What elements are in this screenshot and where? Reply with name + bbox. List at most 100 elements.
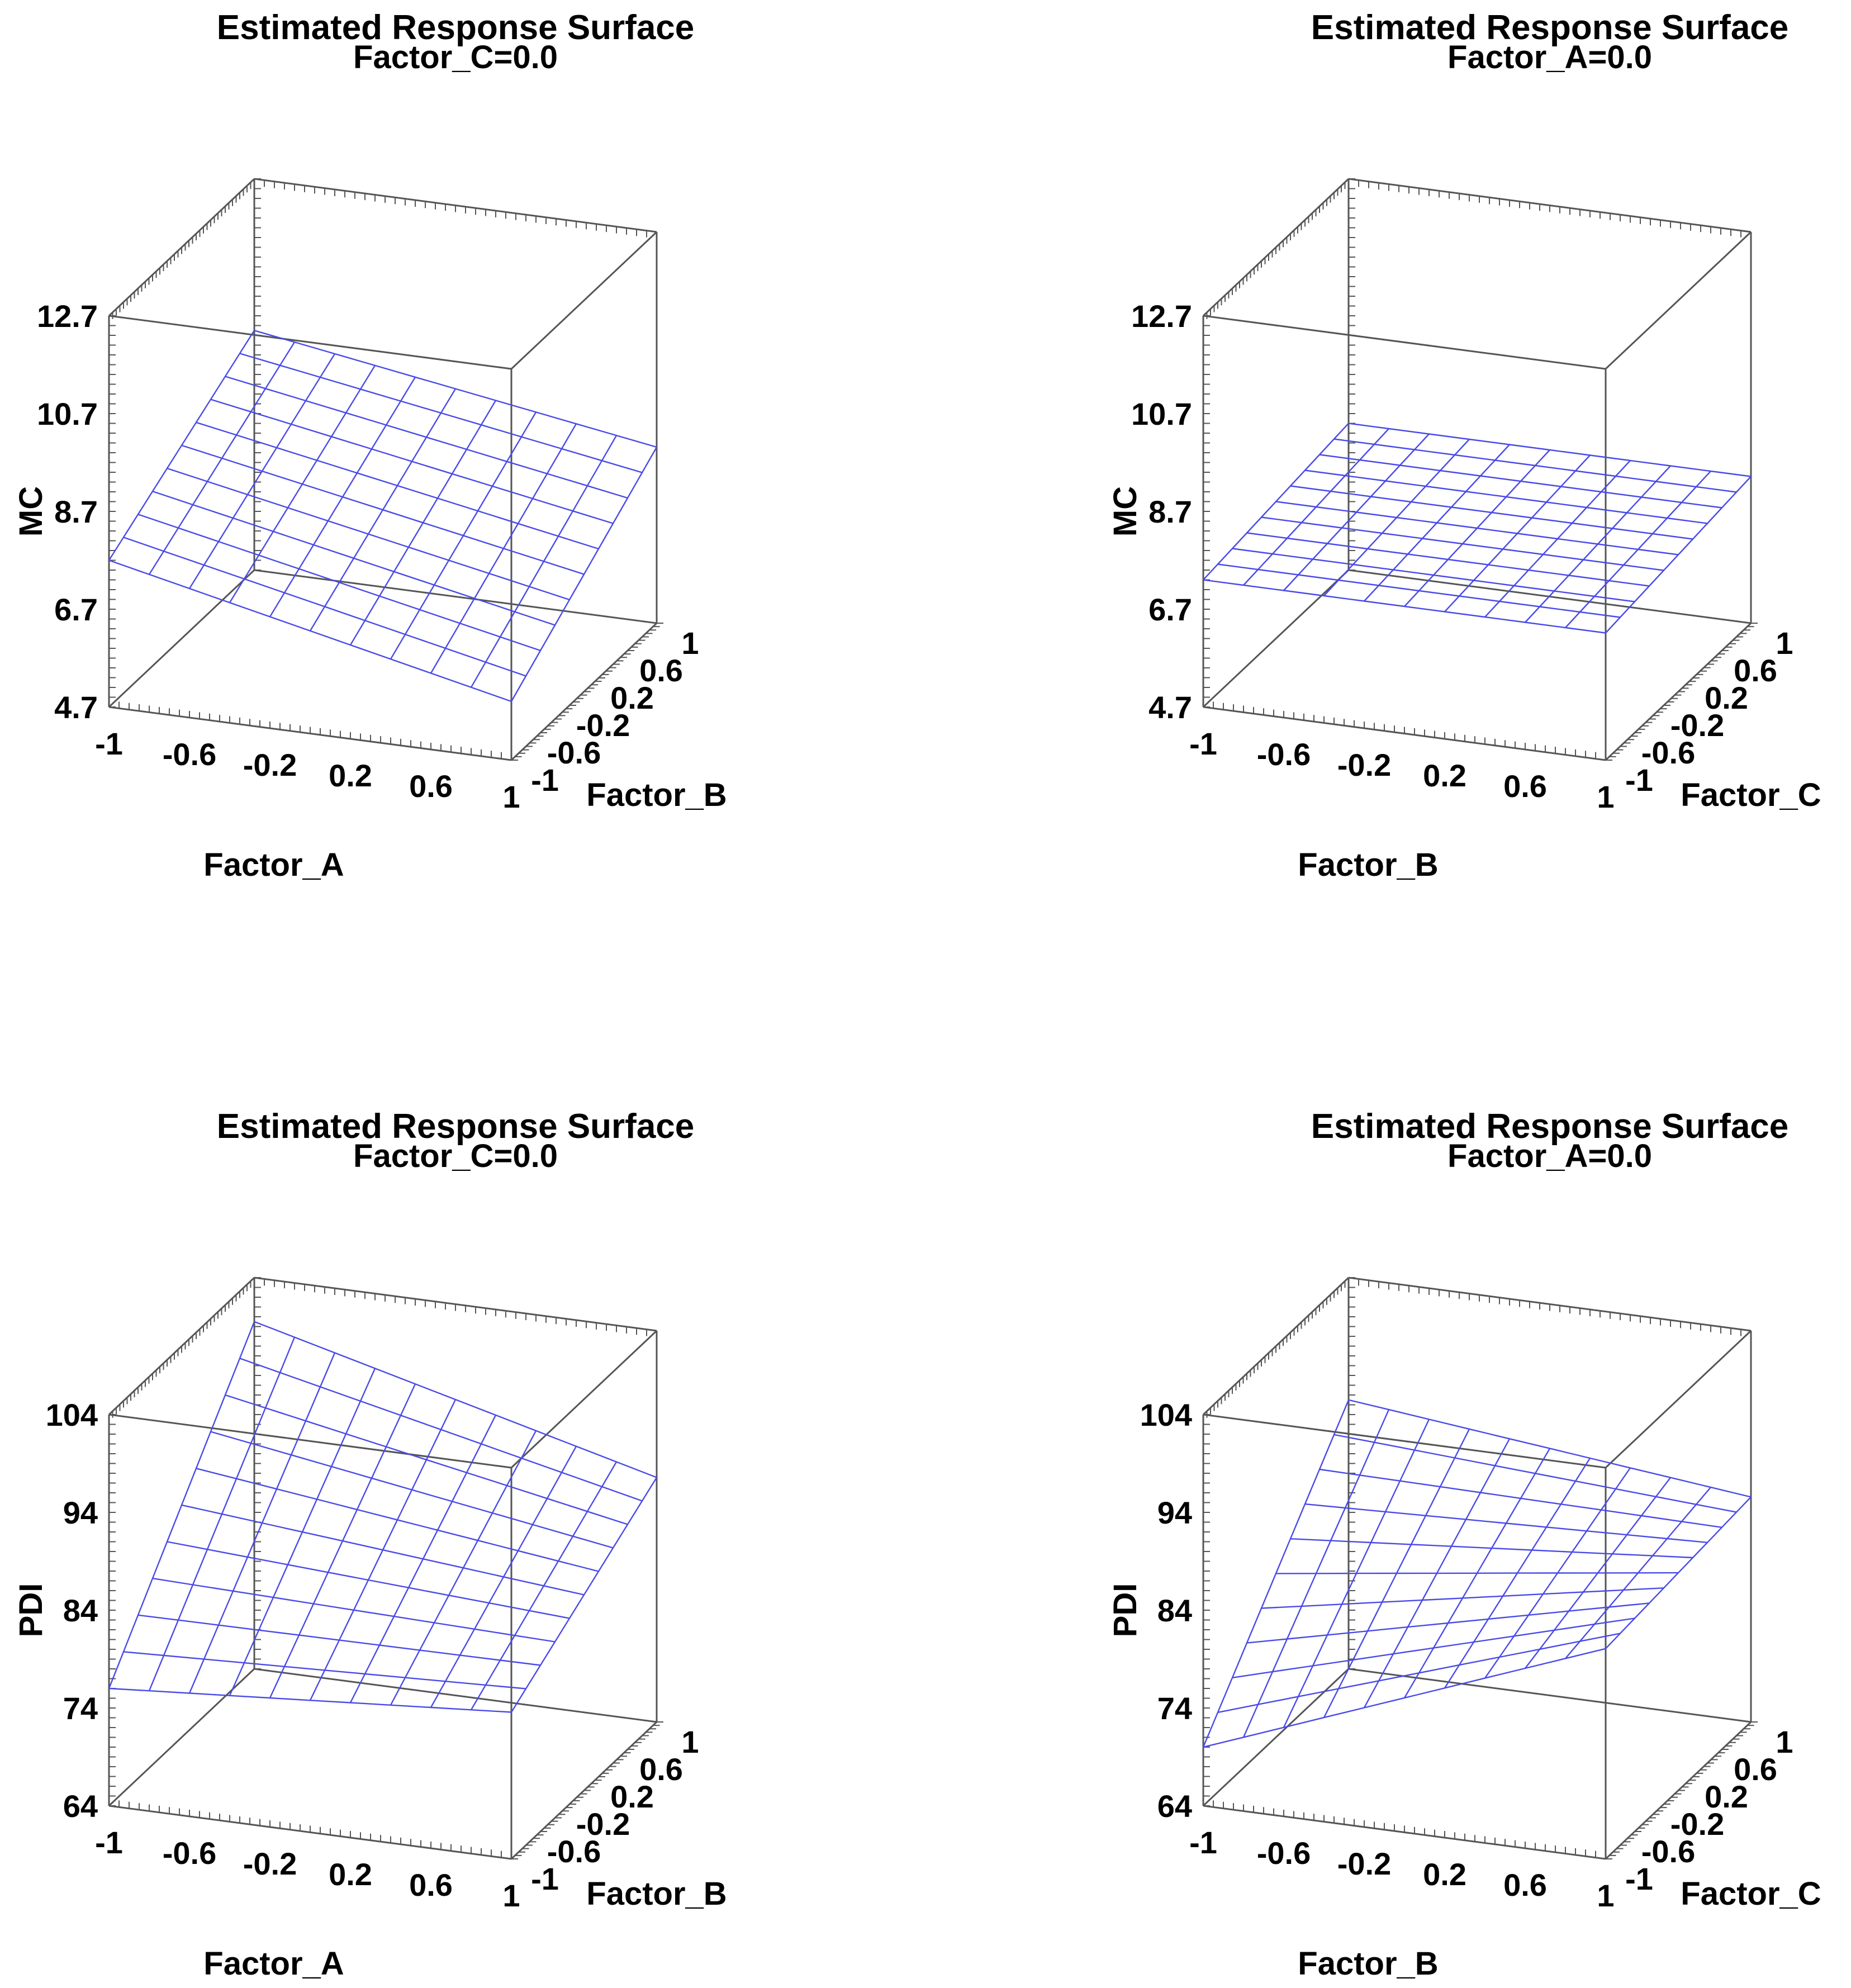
y-tick-label: 0.2 [1705,1779,1748,1814]
y-tick-label: 1 [681,1724,699,1759]
z-axis-label: MC [13,486,49,537]
z-tick-label: 104 [1140,1397,1192,1432]
surface-mesh [108,330,658,703]
y-tick-label: 1 [1776,625,1793,661]
x-tick-labels: -1 -0.6 -0.2 0.2 0.6 1 [95,1825,520,1913]
surface-line-v [254,1321,657,1478]
y-tick-label: -0.2 [1670,708,1725,743]
z-tick-label: 84 [63,1593,98,1628]
surface-line-u [470,1461,618,1710]
x-tick-label: 0.2 [1423,1857,1466,1892]
surface-line-v [1275,501,1679,556]
z-tick-label: 84 [1157,1593,1192,1628]
chart-title: Estimated Response Surface [217,1107,695,1146]
y-tick-labels: -1-0.6-0.20.20.61 [1625,1724,1793,1896]
box-edge [108,315,512,370]
chart-title: Estimated Response Surface [1311,1107,1789,1146]
box-edge [254,569,657,624]
x-tick-label: 0.6 [1503,768,1547,804]
y-tick-label: 0.6 [639,1752,683,1787]
surface-line-v [225,1394,628,1525]
y-tick-label: -0.2 [1670,1806,1725,1842]
box-edge [108,569,255,708]
x-tick-label: -0.2 [243,1846,297,1881]
z-tick-label: 8.7 [54,494,98,529]
surface-line-u [1444,454,1591,613]
box-edge [510,1330,658,1469]
surface-line-v [1348,1399,1752,1498]
surface-line-u [430,1446,577,1708]
y-tick-label: 0.2 [1705,680,1748,715]
y-tick-label: -1 [1625,762,1653,798]
z-tick-label: 6.7 [54,592,98,627]
surface-line-u [1565,471,1711,628]
y-axis-label: Factor_C [1681,777,1821,813]
chart-subtitle: Factor_C=0.0 [353,1138,558,1174]
x-tick-labels: -1 -0.6 -0.2 0.2 0.6 1 [95,726,520,814]
z-tick-label: 10.7 [1131,396,1192,431]
x-tick-label: -1 [1189,726,1217,761]
x-tick-label: 0.2 [329,1857,372,1892]
axis-box [1202,178,1752,761]
surface-line-v [239,353,643,473]
x-tick-label: -1 [95,726,123,761]
y-tick-label: -0.6 [1641,1834,1696,1869]
y-tick-label: 0.2 [610,1779,654,1814]
surface-line-u [1444,1458,1591,1688]
x-tick-label: -0.2 [1337,1846,1392,1881]
z-tick-label: 64 [63,1788,98,1824]
z-tick-label: 12.7 [37,298,98,334]
y-tick-label: 0.2 [610,680,654,715]
z-tick-labels: 64 74 84 94 104 [46,1397,98,1824]
z-tick-labels: 4.7 6.7 8.7 10.7 12.7 [37,298,98,725]
surface-line-v [210,1431,614,1549]
surface-line-u [108,1321,255,1689]
surface-line-v [1348,423,1752,477]
y-tick-labels: -1-0.6-0.20.20.61 [1625,625,1793,798]
surface-line-u [349,1415,497,1704]
z-axis-label: PDI [13,1583,49,1638]
surface-line-v [210,398,614,524]
y-tick-label: -0.6 [547,1834,601,1869]
surface-line-u [349,400,497,646]
chart-title: Estimated Response Surface [217,8,695,47]
surface-line-v [1319,454,1722,509]
x-tick-label: -0.6 [163,737,217,772]
z-tick-label: 12.7 [1131,298,1192,334]
surface-line-u [1525,1477,1671,1669]
surface-line-v [254,330,657,448]
surface-line-v [1304,469,1708,524]
y-axis-label: Factor_B [586,1876,727,1912]
x-tick-label: -0.6 [1257,737,1311,772]
box-edge [1605,1330,1752,1469]
surface-line-v [181,444,585,575]
y-tick-label: -0.2 [576,1806,630,1842]
tick-marks [108,1277,663,1859]
x-tick-label: 0.2 [329,758,372,793]
surface-line-v [1319,1468,1722,1528]
chart-subtitle: Factor_A=0.0 [1447,1138,1652,1174]
surface-line-v [1290,485,1693,540]
surface-line-v [239,1358,643,1502]
surface-line-v [225,376,628,499]
surface-mesh [1202,1399,1752,1748]
x-tick-label: 0.6 [409,768,453,804]
axis-box [108,1277,658,1860]
box-edge [1202,1668,1350,1807]
box-edge [254,1668,657,1723]
x-tick-label: 1 [502,1878,520,1913]
box-edge [1203,1413,1606,1469]
y-tick-label: -0.6 [547,735,601,770]
surface-line-v [196,1468,599,1572]
axis-box [1202,1277,1752,1860]
y-tick-label: -1 [531,762,559,798]
surface-mesh [1203,423,1752,634]
surface-line-u [510,447,658,702]
x-tick-label: -0.2 [1337,747,1392,782]
z-tick-labels: 64 74 84 94 104 [1140,1397,1192,1824]
surface-line-u [470,435,618,688]
